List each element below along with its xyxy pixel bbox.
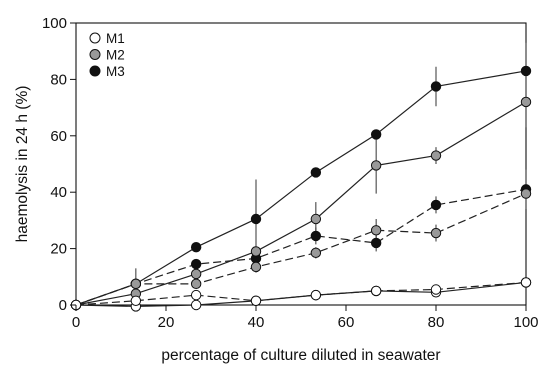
- y-tick-label: 0: [59, 297, 67, 314]
- data-point: [430, 199, 442, 211]
- data-point: [190, 241, 202, 253]
- y-tick-label: 80: [50, 71, 67, 88]
- x-tick-label: 0: [72, 314, 80, 331]
- y-tick-label: 60: [50, 128, 67, 145]
- data-point: [520, 65, 532, 77]
- plot-area: [75, 22, 527, 306]
- x-tick-label: 40: [248, 314, 265, 331]
- series-line: [75, 281, 527, 306]
- data-point: [370, 225, 382, 236]
- data-point: [310, 167, 322, 178]
- legend-label: M1: [106, 31, 125, 46]
- data-point: [370, 237, 382, 249]
- data-point: [190, 289, 202, 301]
- data-point: [130, 278, 142, 290]
- data-point: [430, 150, 442, 161]
- y-tick-label: 100: [42, 15, 67, 32]
- data-point: [190, 268, 202, 280]
- series-line: [75, 188, 527, 306]
- legend-marker: [89, 65, 101, 77]
- data-point: [250, 213, 262, 225]
- data-point: [430, 284, 442, 295]
- legend-label: M3: [106, 64, 125, 79]
- series-line: [75, 101, 527, 306]
- data-point: [520, 188, 532, 199]
- data-point: [430, 227, 442, 239]
- data-point: [370, 285, 382, 297]
- x-tick-label: 60: [338, 314, 355, 331]
- series-group: [70, 42, 532, 312]
- y-axis-title: haemolysis in 24 h (%): [14, 86, 31, 243]
- legend-marker: [89, 49, 101, 60]
- data-point: [250, 295, 262, 306]
- series-line: [75, 281, 527, 308]
- x-tick-label: 20: [158, 314, 175, 331]
- data-point: [370, 129, 382, 140]
- data-point: [190, 258, 202, 270]
- legend-label: M2: [106, 48, 125, 63]
- y-tick-label: 40: [50, 184, 67, 201]
- data-point: [250, 246, 262, 257]
- x-tick-label: 80: [428, 314, 445, 331]
- data-point: [130, 295, 142, 306]
- series-line: [75, 70, 527, 306]
- data-point: [520, 96, 532, 108]
- plot-frame: [75, 22, 527, 306]
- data-point: [190, 299, 202, 311]
- legend-marker: [89, 32, 101, 44]
- data-point: [310, 289, 322, 301]
- axes-group: 0 20 40 60 80 100 0 20 40 60 80 100: [42, 15, 539, 331]
- data-point: [430, 81, 442, 92]
- x-tick-label: 100: [513, 314, 538, 331]
- data-point: [310, 230, 322, 242]
- series-line: [75, 193, 527, 306]
- data-point: [190, 278, 202, 290]
- data-point: [250, 261, 262, 273]
- y-tick-label: 20: [50, 241, 67, 258]
- data-point: [310, 213, 322, 225]
- data-point: [310, 247, 322, 259]
- data-point: [520, 277, 532, 288]
- data-point: [370, 160, 382, 171]
- x-axis-title: percentage of culture diluted in seawate…: [161, 347, 440, 364]
